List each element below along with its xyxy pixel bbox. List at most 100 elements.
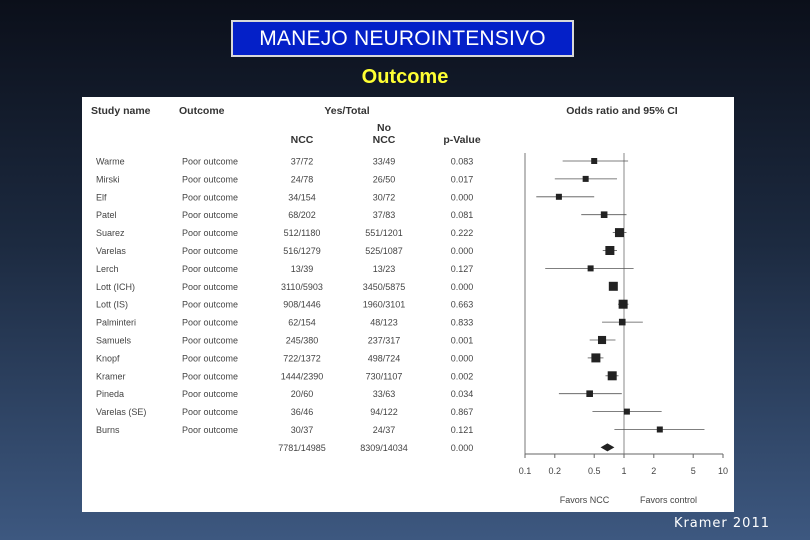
row-study-name: Elf xyxy=(96,192,107,202)
header-ncc: NCC xyxy=(291,134,314,146)
row-study-name: Warme xyxy=(96,157,125,167)
row-no-ncc-count: 498/724 xyxy=(368,353,401,363)
row-study-name: Pineda xyxy=(96,389,124,399)
row-outcome: Poor outcome xyxy=(182,353,238,363)
row-ncc-count: 245/380 xyxy=(286,336,319,346)
row-p-value: 0.000 xyxy=(451,353,474,363)
x-tick-label: 5 xyxy=(691,466,696,476)
x-tick-label: 1 xyxy=(621,466,626,476)
row-outcome: Poor outcome xyxy=(182,371,238,381)
row-ncc-count: 20/60 xyxy=(291,389,314,399)
row-outcome: Poor outcome xyxy=(182,336,238,346)
row-p-value: 0.000 xyxy=(451,246,474,256)
row-no-ncc-count: 3450/5875 xyxy=(363,282,406,292)
row-outcome: Poor outcome xyxy=(182,228,238,238)
header-study-name: Study name xyxy=(91,105,151,117)
row-ncc-count: 512/1180 xyxy=(284,228,321,238)
row-p-value: 0.663 xyxy=(451,300,474,310)
row-ncc-count: 36/46 xyxy=(291,407,314,417)
row-p-value: 0.000 xyxy=(451,443,474,453)
header-no-ncc-line1: No xyxy=(377,122,391,134)
or-marker xyxy=(607,371,617,381)
header-no-ncc-line2: NCC xyxy=(373,134,396,146)
row-p-value: 0.121 xyxy=(451,425,474,435)
row-p-value: 0.001 xyxy=(451,336,474,346)
citation: Kramer 2011 xyxy=(673,516,770,531)
row-no-ncc-count: 8309/14034 xyxy=(360,443,408,453)
row-p-value: 0.081 xyxy=(451,210,474,220)
row-outcome: Poor outcome xyxy=(182,157,238,167)
x-direction-label: Favors control xyxy=(640,495,697,505)
row-no-ncc-count: 33/49 xyxy=(373,157,396,167)
x-tick-label: 10 xyxy=(718,466,728,476)
summary-diamond xyxy=(600,443,615,452)
row-outcome: Poor outcome xyxy=(182,264,238,274)
header-outcome: Outcome xyxy=(179,105,225,117)
row-study-name: Patel xyxy=(96,210,117,220)
or-marker xyxy=(618,299,628,309)
row-ncc-count: 516/1279 xyxy=(283,246,321,256)
row-no-ncc-count: 48/123 xyxy=(370,318,398,328)
row-study-name: Varelas xyxy=(96,246,126,256)
row-ncc-count: 34/154 xyxy=(288,192,316,202)
x-tick-label: 0.5 xyxy=(588,466,601,476)
row-no-ncc-count: 237/317 xyxy=(368,336,401,346)
x-direction-label: Favors NCC xyxy=(560,495,610,505)
row-outcome: Poor outcome xyxy=(182,425,238,435)
or-marker xyxy=(591,158,598,164)
slide-title: MANEJO NEUROINTENSIVO xyxy=(231,20,574,57)
row-study-name: Mirski xyxy=(96,174,120,184)
row-p-value: 0.833 xyxy=(451,318,474,328)
row-study-name: Varelas (SE) xyxy=(96,407,146,417)
x-tick-label: 0.1 xyxy=(519,466,532,476)
row-ncc-count: 24/78 xyxy=(291,174,314,184)
row-p-value: 0.127 xyxy=(451,264,474,274)
row-study-name: Kramer xyxy=(96,371,126,381)
row-study-name: Burns xyxy=(96,425,120,435)
row-outcome: Poor outcome xyxy=(182,174,238,184)
row-outcome: Poor outcome xyxy=(182,210,238,220)
row-ncc-count: 7781/14985 xyxy=(278,443,326,453)
forest-plot-panel: Study name Outcome Yes/Total NCC No NCC … xyxy=(82,97,734,512)
or-marker xyxy=(600,211,608,218)
header-odds-ratio: Odds ratio and 95% CI xyxy=(566,105,678,117)
row-no-ncc-count: 13/23 xyxy=(373,264,396,274)
row-study-name: Lott (IS) xyxy=(96,300,128,310)
row-study-name: Knopf xyxy=(96,353,120,363)
row-ncc-count: 68/202 xyxy=(288,210,316,220)
row-ncc-count: 1444/2390 xyxy=(281,371,324,381)
row-no-ncc-count: 525/1087 xyxy=(365,246,403,256)
row-p-value: 0.867 xyxy=(451,407,474,417)
row-outcome: Poor outcome xyxy=(182,246,238,256)
or-marker xyxy=(555,193,562,200)
row-study-name: Samuels xyxy=(96,336,132,346)
row-outcome: Poor outcome xyxy=(182,318,238,328)
x-tick-label: 0.2 xyxy=(549,466,562,476)
row-no-ncc-count: 1960/3101 xyxy=(363,300,406,310)
row-outcome: Poor outcome xyxy=(182,407,238,417)
row-no-ncc-count: 94/122 xyxy=(370,407,398,417)
forest-plot-area: 0.1 0.2 0.5 1 2 5 10 Favors NCC Favors control xyxy=(519,153,728,505)
or-marker xyxy=(608,281,618,291)
table-rows: Warme Poor outcome 37/72 33/49 0.083 Mirski Po… xyxy=(96,157,473,453)
row-no-ncc-count: 24/37 xyxy=(373,425,396,435)
row-no-ncc-count: 30/72 xyxy=(373,192,396,202)
row-p-value: 0.000 xyxy=(451,282,474,292)
row-no-ncc-count: 37/83 xyxy=(373,210,396,220)
row-p-value: 0.222 xyxy=(451,228,474,238)
or-marker xyxy=(623,408,630,415)
x-tick-label: 2 xyxy=(651,466,656,476)
row-no-ncc-count: 551/1201 xyxy=(365,228,403,238)
row-p-value: 0.083 xyxy=(451,157,474,167)
row-outcome: Poor outcome xyxy=(182,282,238,292)
or-marker xyxy=(618,318,626,326)
or-marker xyxy=(614,228,624,238)
header-yes-total: Yes/Total xyxy=(324,105,369,117)
row-ncc-count: 722/1372 xyxy=(283,353,321,363)
row-p-value: 0.002 xyxy=(451,371,474,381)
row-study-name: Lott (ICH) xyxy=(96,282,135,292)
row-p-value: 0.017 xyxy=(451,174,474,184)
forest-plot: Study name Outcome Yes/Total NCC No NCC … xyxy=(91,105,728,505)
or-marker xyxy=(587,265,594,272)
or-marker xyxy=(656,426,663,433)
